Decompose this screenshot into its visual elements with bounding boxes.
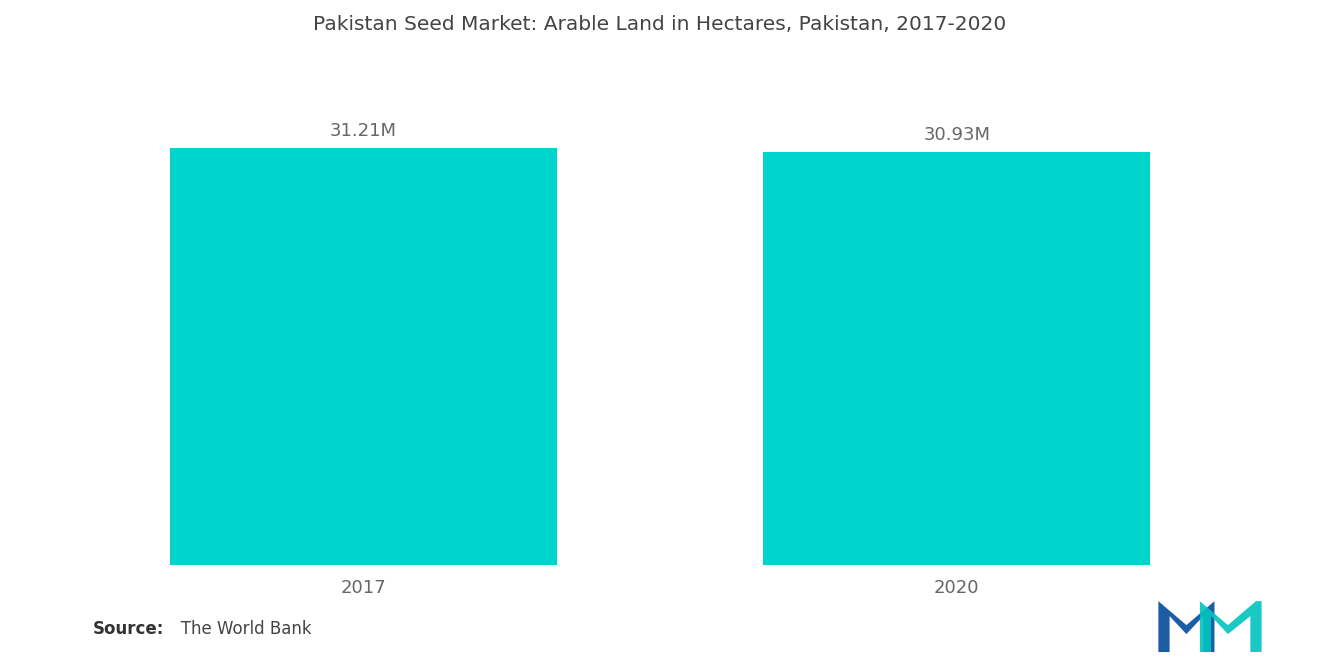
Text: 31.21M: 31.21M (330, 122, 397, 140)
Bar (170, 148, 557, 565)
Title: Pakistan Seed Market: Arable Land in Hectares, Pakistan, 2017-2020: Pakistan Seed Market: Arable Land in Hec… (313, 15, 1007, 34)
Polygon shape (1159, 601, 1214, 652)
Text: The World Bank: The World Bank (165, 620, 312, 638)
Bar (763, 152, 1150, 565)
Polygon shape (1200, 601, 1262, 652)
Text: Source:: Source: (92, 620, 164, 638)
Text: 30.93M: 30.93M (923, 126, 990, 144)
